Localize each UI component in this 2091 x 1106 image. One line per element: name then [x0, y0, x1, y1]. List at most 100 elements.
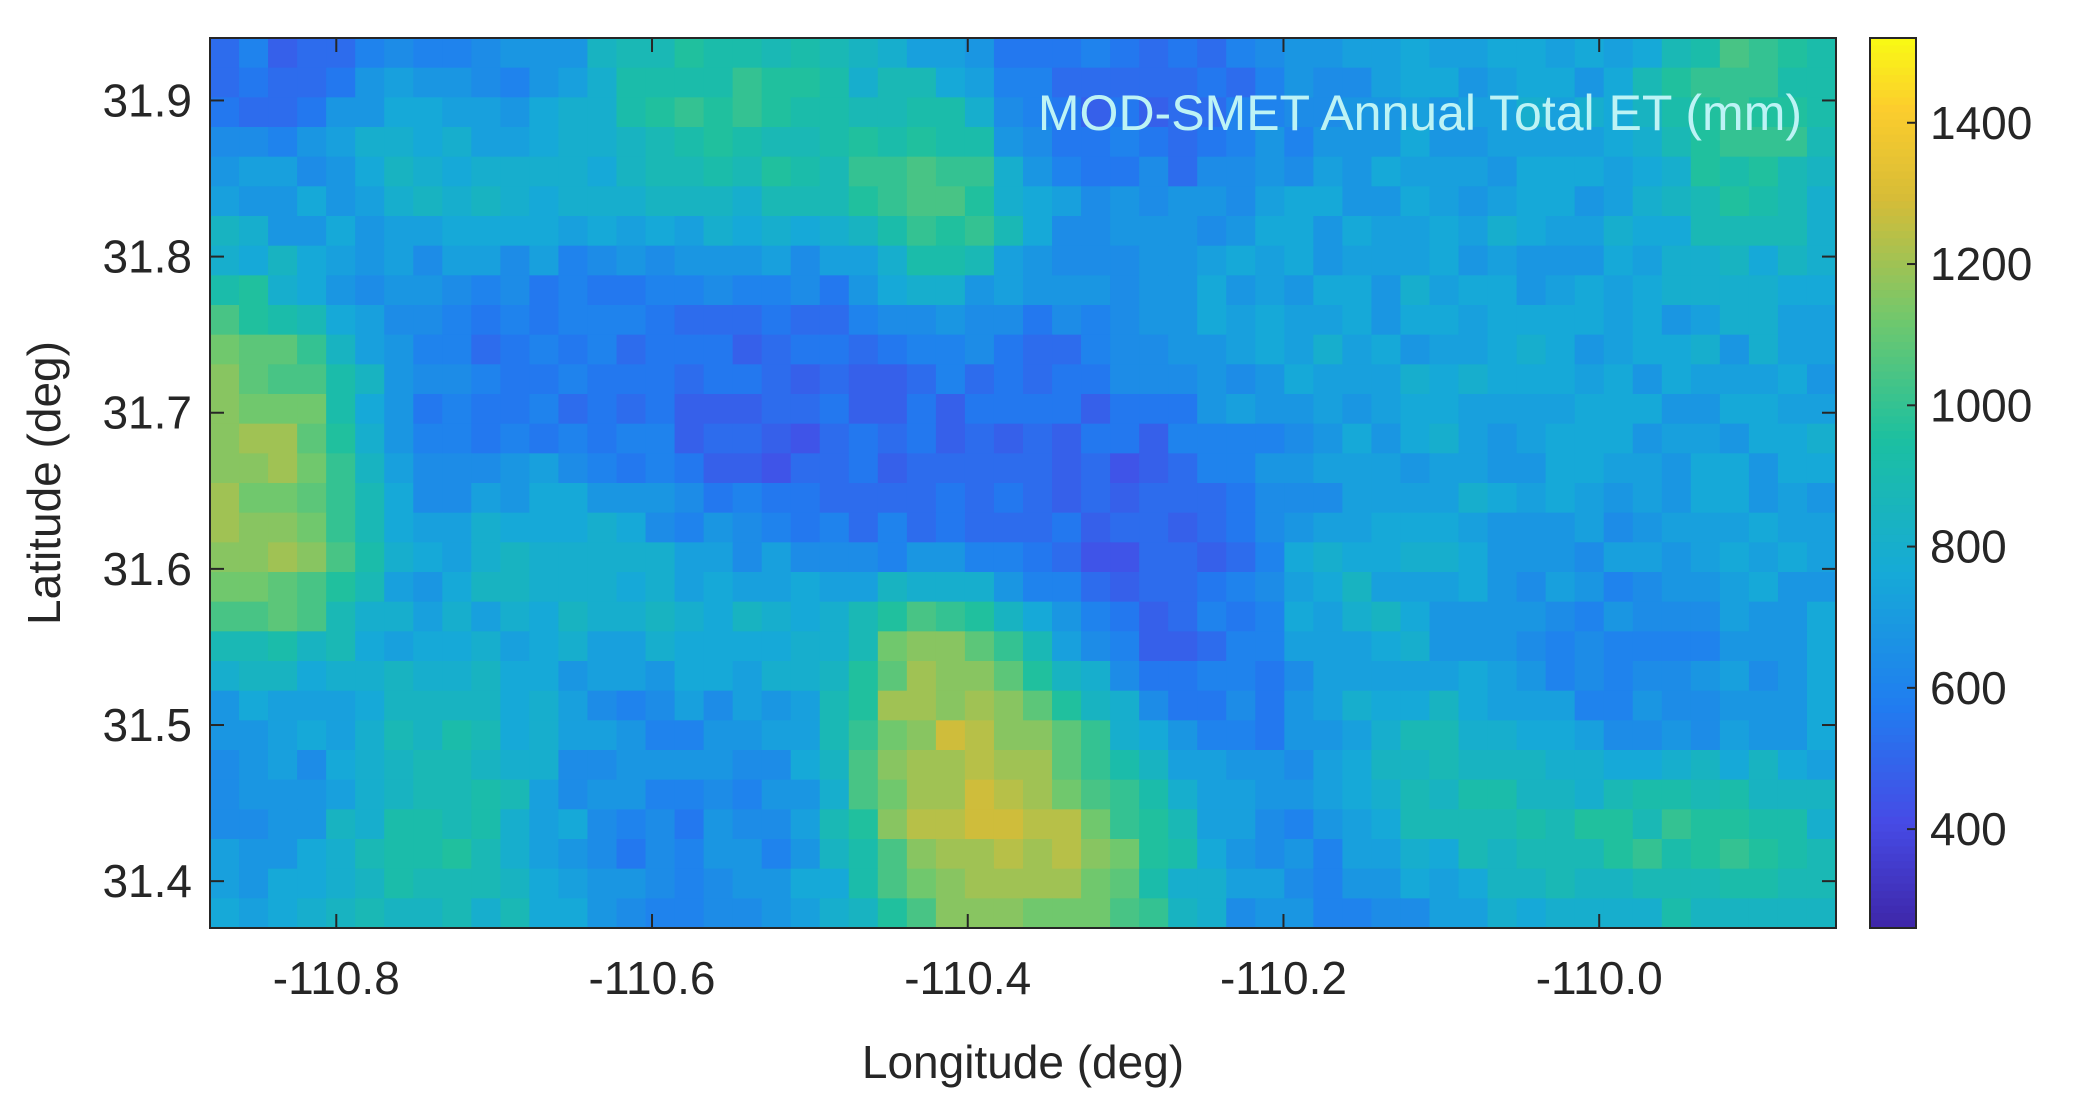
heatmap-cell	[210, 275, 240, 306]
heatmap-cell	[268, 453, 298, 484]
heatmap-cell	[1255, 156, 1285, 187]
heatmap-cell	[616, 67, 647, 98]
heatmap-cell	[1400, 512, 1431, 543]
heatmap-cell	[558, 898, 589, 929]
heatmap-cell	[1139, 750, 1169, 781]
heatmap-cell	[993, 305, 1024, 336]
heatmap-cell	[210, 898, 240, 929]
heatmap-cell	[471, 839, 501, 870]
heatmap-cell	[442, 186, 472, 217]
heatmap-cell	[471, 453, 501, 484]
heatmap-cell	[1458, 334, 1489, 365]
heatmap-cell	[1139, 898, 1169, 929]
heatmap-cell	[877, 186, 908, 217]
heatmap-cell	[1197, 661, 1227, 692]
heatmap-cell	[413, 67, 443, 98]
heatmap-cell	[587, 839, 618, 870]
heatmap-cell	[210, 542, 240, 573]
heatmap-cell	[529, 898, 560, 929]
heatmap-cell	[703, 364, 734, 395]
heatmap-cell	[471, 483, 501, 514]
heatmap-cell	[1139, 839, 1169, 870]
colorbar-segment	[1870, 705, 1916, 714]
heatmap-cell	[1400, 720, 1431, 751]
heatmap-cell	[935, 245, 966, 276]
heatmap-cell	[297, 275, 327, 306]
heatmap-cell	[1690, 186, 1721, 217]
heatmap-cell	[732, 661, 763, 692]
heatmap-cell	[326, 898, 356, 929]
heatmap-cell	[268, 720, 298, 751]
heatmap-cell	[529, 542, 560, 573]
heatmap-cell	[906, 186, 937, 217]
heatmap-cell	[1458, 661, 1489, 692]
colorbar-segment	[1870, 371, 1916, 380]
x-tick-label: -110.6	[589, 952, 716, 1004]
colorbar-segment	[1870, 423, 1916, 432]
heatmap-cell	[529, 186, 560, 217]
heatmap-cell	[1052, 216, 1082, 247]
heatmap-cell	[819, 245, 850, 276]
heatmap-cell	[1603, 572, 1634, 603]
heatmap-cell	[1284, 127, 1314, 158]
heatmap-cell	[1226, 601, 1256, 632]
heatmap-cell	[935, 305, 966, 336]
heatmap-cell	[1806, 216, 1837, 247]
colorbar-segment	[1870, 512, 1916, 521]
heatmap-cell	[1806, 245, 1837, 276]
heatmap-cell	[1284, 67, 1314, 98]
heatmap-cell	[1777, 38, 1808, 69]
heatmap-cell	[326, 542, 356, 573]
heatmap-cell	[1545, 868, 1576, 899]
heatmap-cell	[848, 364, 879, 395]
heatmap-cell	[1110, 572, 1140, 603]
heatmap-cell	[1632, 423, 1663, 454]
heatmap-cell	[1748, 97, 1779, 128]
heatmap-cell	[442, 542, 472, 573]
heatmap-cell	[326, 779, 356, 810]
heatmap-cell	[877, 542, 908, 573]
heatmap-cell	[384, 750, 414, 781]
heatmap-cell	[500, 364, 530, 395]
heatmap-cell	[1342, 364, 1373, 395]
heatmap-cell	[1574, 334, 1605, 365]
heatmap-cell	[964, 572, 995, 603]
heatmap-cell	[703, 661, 734, 692]
heatmap-cell	[413, 305, 443, 336]
colorbar-segment	[1870, 75, 1916, 84]
heatmap-cell	[1342, 245, 1373, 276]
heatmap-cell	[1661, 483, 1692, 514]
heatmap-cell	[1400, 305, 1431, 336]
heatmap-cell	[1690, 364, 1721, 395]
heatmap-cell	[1255, 334, 1285, 365]
heatmap-cell	[1081, 868, 1111, 899]
heatmap-cell	[297, 898, 327, 929]
heatmap-cell	[1052, 97, 1082, 128]
heatmap-cell	[674, 245, 705, 276]
heatmap-cell	[645, 453, 676, 484]
heatmap-cell	[1719, 216, 1750, 247]
heatmap-cell	[1284, 809, 1314, 840]
heatmap-cell	[413, 809, 443, 840]
heatmap-cell	[355, 364, 385, 395]
heatmap-cell	[1400, 38, 1431, 69]
heatmap-cell	[326, 483, 356, 514]
heatmap-cell	[1110, 127, 1140, 158]
colorbar-segment	[1870, 104, 1916, 113]
heatmap-cell	[1197, 127, 1227, 158]
colorbar-segment	[1870, 223, 1916, 232]
heatmap-cell	[500, 127, 530, 158]
heatmap-cell	[1806, 38, 1837, 69]
heatmap-cell	[674, 868, 705, 899]
heatmap-cell	[935, 394, 966, 425]
heatmap-cell	[384, 779, 414, 810]
heatmap-cell	[413, 661, 443, 692]
heatmap-cell	[1661, 631, 1692, 662]
heatmap-cell	[210, 67, 240, 98]
heatmap-cell	[1226, 631, 1256, 662]
heatmap-cell	[790, 512, 821, 543]
colorbar-segment	[1870, 171, 1916, 180]
heatmap-cell	[616, 305, 647, 336]
heatmap-cell	[964, 216, 995, 247]
heatmap-cell	[442, 750, 472, 781]
